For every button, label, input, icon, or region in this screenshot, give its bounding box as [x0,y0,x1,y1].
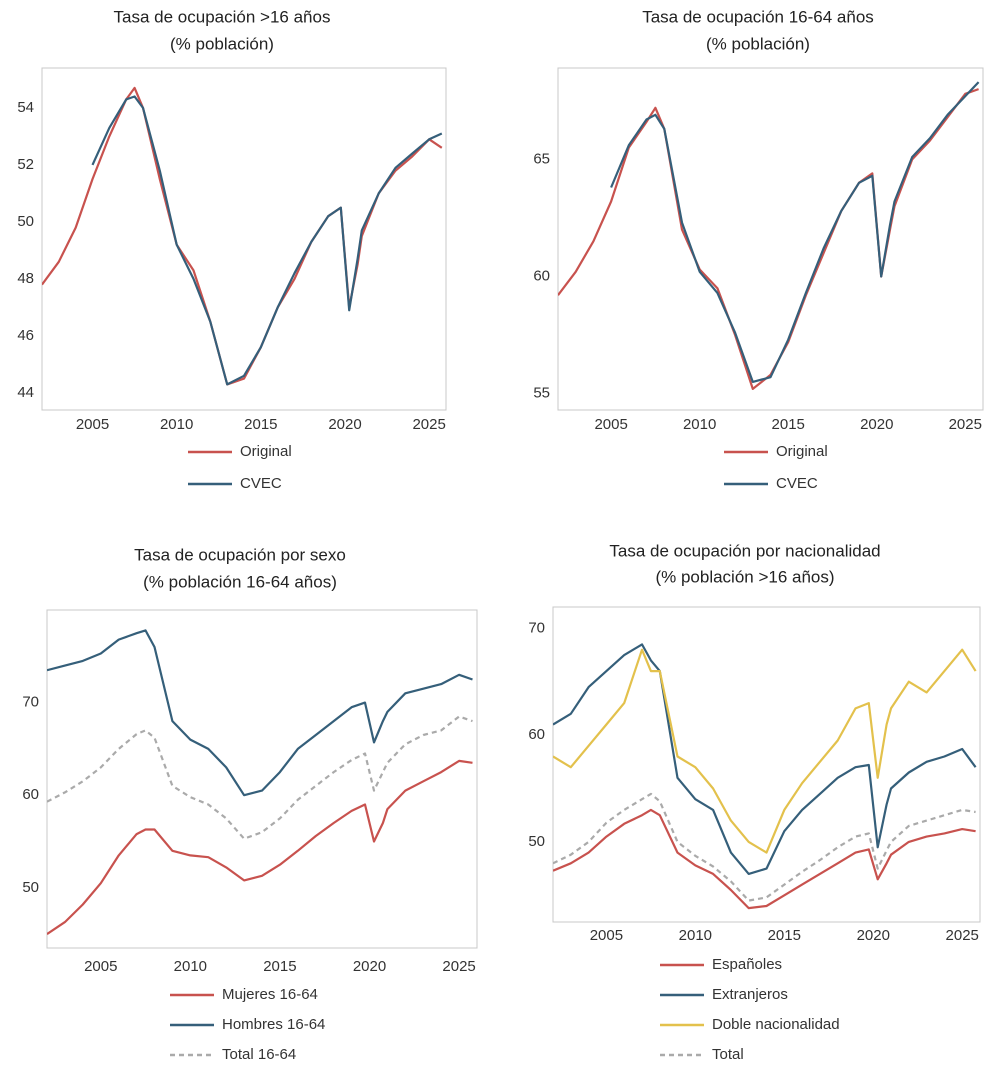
x-tick-label: 2005 [594,416,627,433]
chart-title: Tasa de ocupación >16 años [114,7,331,26]
series-line [47,759,473,936]
legend-label: Españoles [712,956,782,973]
x-tick-label: 2020 [353,958,386,975]
y-tick-label: 55 [533,385,550,402]
plot-frame [552,606,981,923]
x-tick-label: 2010 [679,927,712,944]
legend-label: Total 16-64 [222,1046,296,1063]
x-tick-label: 2005 [84,958,117,975]
x-tick-label: 2025 [412,416,445,433]
x-tick-label: 2010 [160,416,193,433]
series-line [42,86,443,386]
y-tick-label: 44 [17,384,34,401]
x-tick-label: 2005 [590,927,623,944]
x-tick-label: 2015 [772,416,805,433]
series-line [47,629,473,797]
y-tick-label: 46 [17,327,34,344]
x-tick-label: 2010 [174,958,207,975]
series-line [610,81,980,383]
series-line [47,715,473,840]
y-tick-label: 60 [22,786,39,803]
plot-frame [557,67,984,411]
y-tick-label: 70 [528,619,545,636]
series-line [91,95,443,386]
y-tick-label: 50 [528,833,545,850]
x-tick-label: 2020 [857,927,890,944]
y-tick-label: 52 [17,156,34,173]
x-tick-label: 2015 [768,927,801,944]
y-tick-label: 50 [17,213,34,230]
series-line [553,648,977,854]
series-line [553,808,976,910]
chart-subtitle: (% población >16 años) [655,567,834,586]
x-tick-label: 2020 [328,416,361,433]
y-tick-label: 65 [533,150,550,167]
legend-label: Original [240,443,292,460]
chart-title: Tasa de ocupación por sexo [134,545,346,564]
chart-subtitle: (% población 16-64 años) [143,572,337,591]
chart-title: Tasa de ocupación por nacionalidad [609,541,880,560]
chart-subtitle: (% población) [706,34,810,53]
x-tick-label: 2025 [442,958,475,975]
x-tick-label: 2005 [76,416,109,433]
legend-label: Extranjeros [712,986,788,1003]
x-tick-label: 2025 [946,927,979,944]
legend-label: CVEC [776,475,818,492]
y-tick-label: 60 [533,267,550,284]
legend-label: Total [712,1046,744,1063]
y-tick-label: 70 [22,694,39,711]
plot-frame [46,609,478,949]
x-tick-label: 2020 [860,416,893,433]
legend-label: Mujeres 16-64 [222,986,318,1003]
series-line [553,643,977,875]
y-tick-label: 50 [22,879,39,896]
plot-frame [41,67,447,411]
chart-title: Tasa de ocupación 16-64 años [642,7,874,26]
legend-label: Hombres 16-64 [222,1016,325,1033]
y-tick-label: 48 [17,270,34,287]
x-tick-label: 2025 [949,416,982,433]
chart-subtitle: (% población) [170,34,274,53]
y-tick-label: 54 [17,99,34,116]
legend-label: Doble nacionalidad [712,1016,840,1033]
legend-label: Original [776,443,828,460]
legend-label: CVEC [240,475,282,492]
x-tick-label: 2010 [683,416,716,433]
x-tick-label: 2015 [263,958,296,975]
x-tick-label: 2015 [244,416,277,433]
series-line [558,88,979,390]
y-tick-label: 60 [528,726,545,743]
series-line [553,792,976,902]
